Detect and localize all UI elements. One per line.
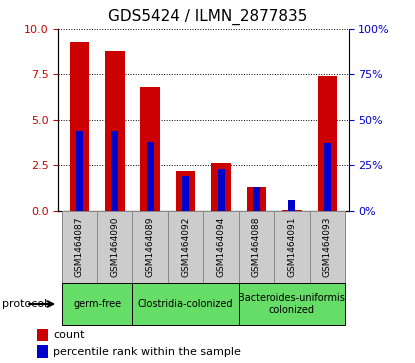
Text: Bacteroides-uniformis
colonized: Bacteroides-uniformis colonized [239,293,345,315]
Bar [140,87,160,211]
Bar [37,329,48,341]
Text: percentile rank within the sample: percentile rank within the sample [53,347,241,356]
Text: GDS5424 / ILMN_2877835: GDS5424 / ILMN_2877835 [108,9,307,25]
Bar [62,283,132,325]
Bar [146,142,154,211]
Bar [274,211,310,283]
Text: GSM1464093: GSM1464093 [323,217,332,277]
Bar [211,163,231,211]
Text: GSM1464088: GSM1464088 [252,217,261,277]
Text: GSM1464091: GSM1464091 [288,217,296,277]
Bar [37,345,48,358]
Bar [105,51,124,211]
Bar [111,131,118,211]
Bar [132,211,168,283]
Bar [70,42,89,211]
Bar [239,211,274,283]
Bar [168,211,203,283]
Text: Clostridia-colonized: Clostridia-colonized [138,299,233,309]
Bar [62,211,97,283]
Bar [310,211,345,283]
Bar [76,131,83,211]
Bar [282,209,302,211]
Bar [217,169,225,211]
Bar [253,187,260,211]
Text: germ-free: germ-free [73,299,121,309]
Bar [132,283,239,325]
Bar [97,211,132,283]
Bar [182,176,189,211]
Text: GSM1464087: GSM1464087 [75,217,84,277]
Bar [288,200,295,211]
Text: GSM1464094: GSM1464094 [217,217,226,277]
Text: GSM1464090: GSM1464090 [110,217,119,277]
Bar [203,211,239,283]
Text: GSM1464092: GSM1464092 [181,217,190,277]
Bar [176,171,195,211]
Text: protocol: protocol [2,299,47,309]
Text: count: count [53,330,84,340]
Bar [247,187,266,211]
Bar [317,76,337,211]
Bar [324,143,331,211]
Bar [239,283,345,325]
Text: GSM1464089: GSM1464089 [146,217,155,277]
